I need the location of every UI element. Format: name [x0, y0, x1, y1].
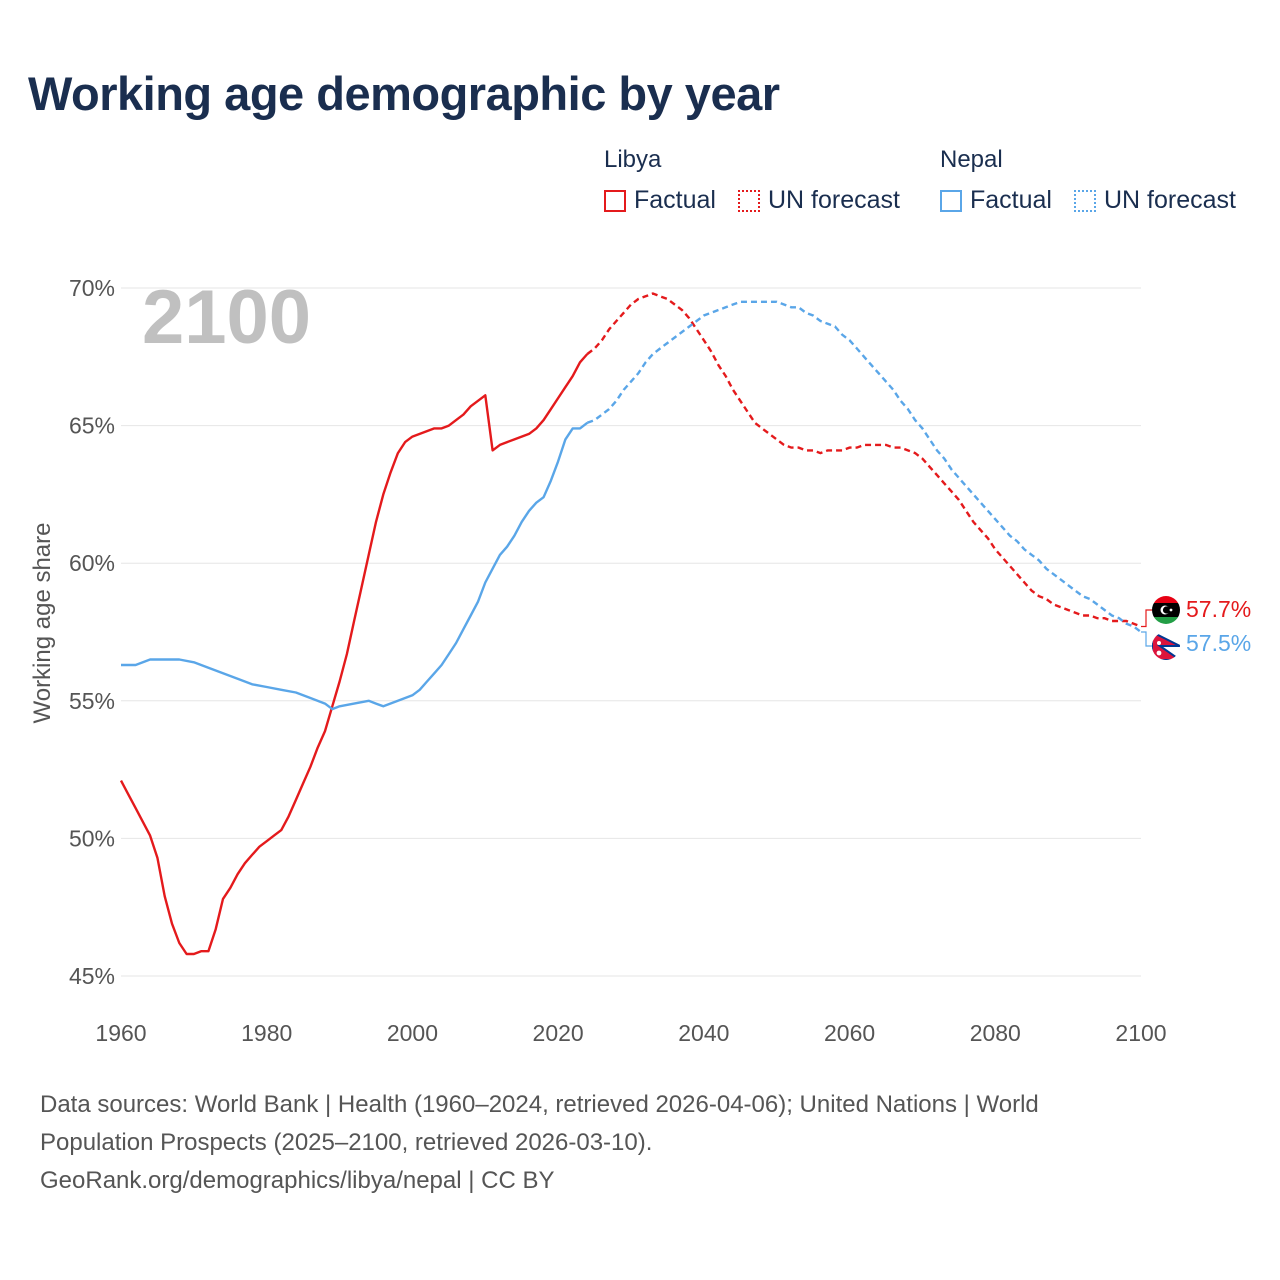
x-tick-label: 1960 [95, 1020, 146, 1046]
y-tick-label: 60% [69, 550, 115, 576]
legend-label: UN forecast [768, 186, 900, 214]
nepal-factual-line [121, 421, 589, 711]
libya-connector [1141, 609, 1152, 628]
year-watermark: 2100 [142, 275, 311, 360]
legend-swatch-nepal-forecast [1074, 189, 1096, 212]
chart-title: Working age demographic by year [28, 67, 780, 120]
y-tick-label: 65% [69, 413, 115, 439]
nepal-forecast-line [586, 300, 1142, 633]
footer-line: Population Prospects (2025–2100, retriev… [40, 1129, 653, 1156]
libya-flag-icon [1152, 596, 1180, 624]
y-tick-label: 70% [69, 275, 115, 301]
x-tick-label: 2020 [533, 1020, 584, 1046]
legend-label: UN forecast [1104, 186, 1236, 214]
x-tick-label: 2100 [1115, 1020, 1166, 1046]
legend-label: Factual [970, 186, 1052, 214]
y-axis-ticks: 45% 50% 55% 60% 65% 70% [69, 275, 115, 989]
legend-swatch-nepal-factual [940, 189, 962, 212]
nepal-connector [1141, 631, 1152, 647]
footer-line: Data sources: World Bank | Health (1960–… [40, 1091, 1039, 1118]
libya-factual-line [119, 353, 589, 956]
y-tick-label: 55% [69, 688, 115, 714]
legend-group-libya: Libya [604, 146, 662, 173]
legend-nepal-factual[interactable]: Factual [940, 186, 1052, 215]
y-tick-label: 45% [69, 963, 115, 989]
libya-forecast-line [586, 292, 1142, 628]
y-tick-label: 50% [69, 825, 115, 851]
x-axis-ticks: 1960 1980 2000 2020 2040 2060 2080 2100 [95, 1020, 1166, 1046]
libya-end-value: 57.7% [1186, 596, 1251, 622]
nepal-flag-icon [1152, 632, 1180, 660]
x-tick-label: 2060 [824, 1020, 875, 1046]
legend-nepal-forecast[interactable]: UN forecast [1074, 186, 1236, 215]
gridlines [121, 287, 1141, 977]
x-tick-label: 2080 [970, 1020, 1021, 1046]
x-tick-label: 2000 [387, 1020, 438, 1046]
x-tick-label: 1980 [241, 1020, 292, 1046]
y-axis-label: Working age share [29, 523, 56, 724]
end-markers: 57.7% 57.5% [1141, 596, 1251, 660]
legend-group-nepal: Nepal [940, 146, 1003, 173]
footer-sources: Data sources: World Bank | Health (1960–… [40, 1086, 1240, 1200]
nepal-end-value: 57.5% [1186, 630, 1251, 656]
series-lines [119, 292, 1142, 956]
legend-libya-factual[interactable]: Factual [604, 186, 716, 215]
legend-swatch-libya-factual [604, 189, 626, 212]
legend-swatch-libya-forecast [738, 189, 760, 212]
legend-libya-forecast[interactable]: UN forecast [738, 186, 900, 215]
x-tick-label: 2040 [678, 1020, 729, 1046]
footer-line[interactable]: GeoRank.org/demographics/libya/nepal | C… [40, 1167, 555, 1194]
legend-label: Factual [634, 186, 716, 214]
